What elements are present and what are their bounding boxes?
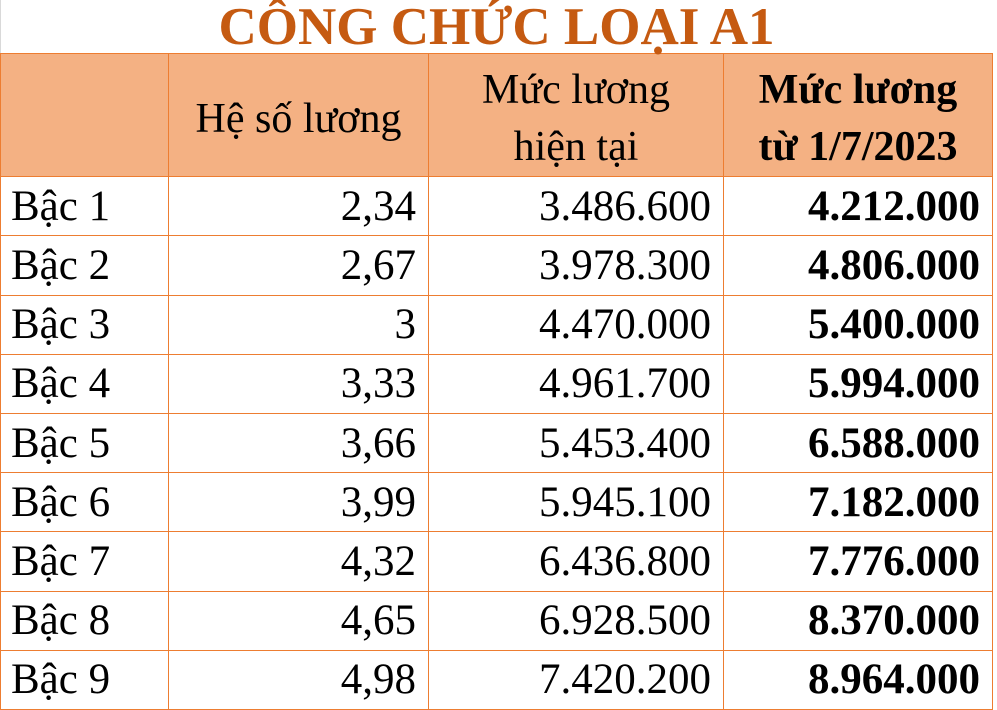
header-label-line1: Mức lương [482, 67, 670, 113]
page-title: CÔNG CHỨC LOẠI A1 [0, 0, 992, 56]
header-row: Hệ số lương Mức lương hiện tại Mức lương… [0, 52, 993, 178]
row-level-cell: Bậc 8 [0, 590, 169, 651]
salary-table: Hệ số lương Mức lương hiện tại Mức lương… [0, 52, 993, 710]
row-new-salary-cell: 4.806.000 [723, 235, 993, 296]
row-current-salary-cell: 4.961.700 [428, 353, 724, 414]
row-new-salary-cell: 6.588.000 [723, 412, 993, 474]
row-new-salary-cell: 5.400.000 [723, 294, 993, 355]
header-cell-current-salary: Mức lương hiện tại [428, 52, 724, 178]
row-coefficient-cell: 4,65 [168, 590, 429, 651]
row-current-salary-cell: 5.453.400 [428, 412, 724, 474]
header-label-line1: Mức lương [758, 67, 958, 113]
header-cell-coefficient: Hệ số lương [168, 52, 429, 178]
row-coefficient-cell: 4,32 [168, 531, 429, 592]
row-new-salary-cell: 7.182.000 [723, 472, 993, 533]
row-current-salary-cell: 3.486.600 [428, 176, 724, 237]
row-level-cell: Bậc 4 [0, 353, 169, 414]
header-label-line2: từ 1/7/2023 [758, 124, 958, 171]
table-row: Bậc 4 3,33 4.961.700 5.994.000 [0, 353, 993, 414]
row-current-salary-cell: 5.945.100 [428, 472, 724, 533]
row-new-salary-cell: 8.370.000 [723, 590, 993, 651]
row-current-salary-cell: 7.420.200 [428, 649, 724, 710]
row-current-salary-cell: 3.978.300 [428, 235, 724, 296]
row-level-cell: Bậc 9 [0, 649, 169, 710]
header-cell-new-salary: Mức lương từ 1/7/2023 [723, 52, 993, 178]
row-level-cell: Bậc 3 [0, 294, 169, 355]
row-coefficient-cell: 2,67 [168, 235, 429, 296]
row-new-salary-cell: 4.212.000 [723, 176, 993, 237]
row-level-cell: Bậc 7 [0, 531, 169, 592]
row-current-salary-cell: 6.436.800 [428, 531, 724, 592]
row-level-cell: Bậc 1 [0, 176, 169, 237]
row-current-salary-cell: 4.470.000 [428, 294, 724, 355]
table-row: Bậc 1 2,34 3.486.600 4.212.000 [0, 176, 993, 237]
table-row: Bậc 2 2,67 3.978.300 4.806.000 [0, 235, 993, 296]
row-new-salary-cell: 8.964.000 [723, 649, 993, 710]
row-level-cell: Bậc 2 [0, 235, 169, 296]
row-coefficient-cell: 3,66 [168, 412, 429, 474]
row-level-cell: Bậc 5 [0, 412, 169, 474]
table-row: Bậc 7 4,32 6.436.800 7.776.000 [0, 531, 993, 592]
table-row: Bậc 3 3 4.470.000 5.400.000 [0, 294, 993, 355]
table-row: Bậc 6 3,99 5.945.100 7.182.000 [0, 472, 993, 533]
table-row: Bậc 5 3,66 5.453.400 6.588.000 [0, 412, 993, 474]
row-coefficient-cell: 3,33 [168, 353, 429, 414]
row-coefficient-cell: 2,34 [168, 176, 429, 237]
row-new-salary-cell: 7.776.000 [723, 531, 993, 592]
row-new-salary-cell: 5.994.000 [723, 353, 993, 414]
table-row: Bậc 9 4,98 7.420.200 8.964.000 [0, 649, 993, 710]
row-coefficient-cell: 3 [168, 294, 429, 355]
header-label: Hệ số lương [195, 95, 402, 142]
row-current-salary-cell: 6.928.500 [428, 590, 724, 651]
header-cell-level [0, 52, 169, 178]
row-coefficient-cell: 3,99 [168, 472, 429, 533]
row-coefficient-cell: 4,98 [168, 649, 429, 710]
header-label-line2: hiện tại [513, 124, 639, 171]
row-level-cell: Bậc 6 [0, 472, 169, 533]
table-row: Bậc 8 4,65 6.928.500 8.370.000 [0, 590, 993, 651]
